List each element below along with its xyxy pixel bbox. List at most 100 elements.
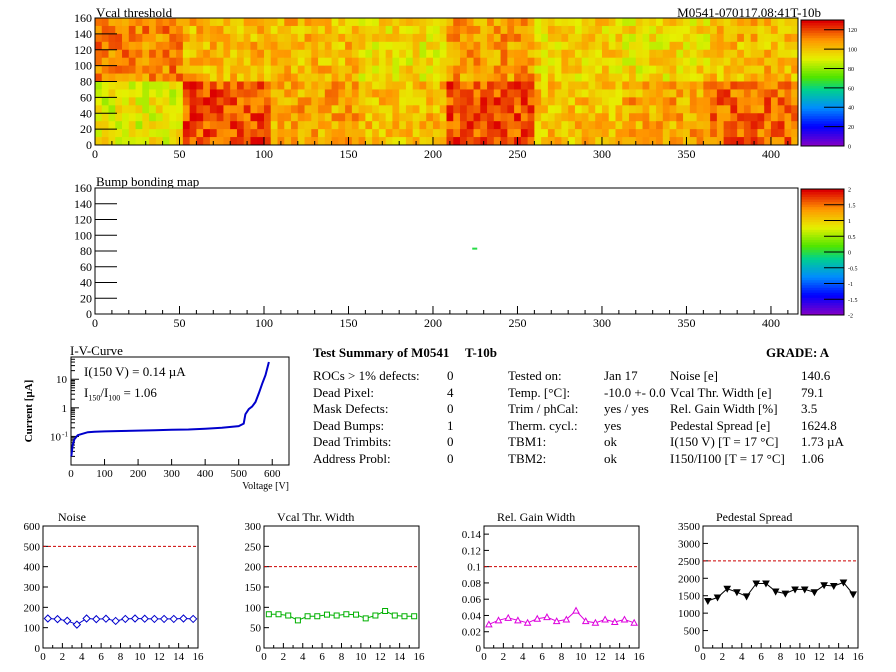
vcal-width-x-tick-label: 8 <box>339 651 345 663</box>
heatmap-cell <box>311 25 319 35</box>
heatmap-cell <box>257 89 265 98</box>
vcal-width-y-tick-label: 300 <box>245 521 262 533</box>
heatmap-cell <box>696 121 704 130</box>
heatmap-cell <box>122 33 130 43</box>
heatmap-cell <box>338 129 346 138</box>
heatmap-cell <box>514 57 522 67</box>
heatmap-cell <box>453 113 461 122</box>
heatmap-cell <box>426 41 434 51</box>
heatmap-cell <box>263 49 272 59</box>
y-tick-label: 80 <box>80 75 92 89</box>
heatmap-cell <box>257 105 265 114</box>
heatmap-cell <box>142 113 150 122</box>
y-tick-label: 120 <box>74 213 92 227</box>
heatmap-cell <box>466 121 474 130</box>
heatmap-cell <box>365 49 373 59</box>
heatmap-cell <box>703 18 711 27</box>
heatmap-cell <box>588 41 596 51</box>
gain-width-y-tick-label: 0.04 <box>462 610 482 622</box>
heatmap-cell <box>784 49 792 59</box>
heatmap-cell <box>608 113 616 122</box>
heatmap-cell <box>95 137 103 146</box>
heatmap-cell <box>331 33 339 43</box>
heatmap-cell <box>149 121 157 130</box>
heatmap-cell <box>284 121 292 130</box>
threshold-colorbar-swatch <box>801 22 844 26</box>
heatmap-cell <box>189 89 197 98</box>
heatmap-cell <box>128 73 136 82</box>
heatmap-cell <box>561 137 569 146</box>
heatmap-cell <box>311 33 319 43</box>
heatmap-cell <box>101 73 109 82</box>
heatmap-cell <box>372 65 380 74</box>
heatmap-cell <box>791 81 799 90</box>
heatmap-cell <box>392 113 400 122</box>
gain-width-point <box>562 615 571 623</box>
summary-row: TBM1: ok <box>508 434 617 450</box>
heatmap-cell <box>351 33 360 43</box>
heatmap-cell <box>568 49 576 59</box>
heatmap-cell <box>182 97 191 106</box>
heatmap-cell <box>541 57 549 67</box>
vcal-width-y-tick-label: 250 <box>245 541 262 553</box>
vcal-width-y-tick-label: 150 <box>245 582 262 594</box>
heatmap-cell <box>378 105 387 114</box>
heatmap-cell <box>561 113 569 122</box>
heatmap-cell <box>507 81 515 90</box>
heatmap-cell <box>277 33 285 43</box>
heatmap-cell <box>493 89 501 98</box>
heatmap-cell <box>372 113 380 122</box>
heatmap-cell <box>203 73 211 82</box>
heatmap-cell <box>115 89 123 98</box>
heatmap-cell <box>399 33 407 43</box>
heatmap-cell <box>115 65 123 74</box>
heatmap-cell <box>432 49 441 59</box>
heatmap-cell <box>547 65 556 74</box>
heatmap-cell <box>696 41 704 51</box>
heatmap-cell <box>561 121 569 130</box>
heatmap-cell <box>203 105 211 114</box>
heatmap-cell <box>324 97 332 106</box>
heatmap-cell <box>547 105 556 114</box>
heatmap-cell <box>487 41 495 51</box>
heatmap-cell <box>284 81 292 90</box>
heatmap-cell <box>453 73 461 82</box>
heatmap-cell <box>351 97 360 106</box>
noise-y-tick-label: 300 <box>24 582 41 594</box>
heatmap-cell <box>122 105 130 114</box>
bump-colorbar-swatch <box>801 201 844 205</box>
heatmap-cell <box>635 57 643 67</box>
heatmap-cell <box>466 97 474 106</box>
summary-row: Vcal Thr. Width [e] 79.1 <box>670 384 824 400</box>
heatmap-cell <box>703 73 711 82</box>
bump-colorbar-swatch <box>801 204 844 208</box>
heatmap-cell <box>419 129 427 138</box>
summary-row: Rel. Gain Width [%] 3.5 <box>670 401 818 417</box>
heatmap-cell <box>716 33 725 43</box>
heatmap-cell <box>743 25 752 35</box>
heatmap-cell <box>595 81 603 90</box>
heatmap-cell <box>277 49 285 59</box>
x-tick-label: 250 <box>508 147 526 161</box>
heatmap-cell <box>656 89 664 98</box>
threshold-colorbar-swatch <box>801 55 844 59</box>
heatmap-cell <box>743 137 752 146</box>
heatmap-cell <box>351 129 360 138</box>
pedestal-spread-y-tick-label: 500 <box>684 626 701 638</box>
noise-point <box>140 614 149 623</box>
threshold-colorbar-swatch <box>801 95 844 99</box>
heatmap-cell <box>405 33 414 43</box>
pedestal-spread-y-tick-label: 1000 <box>678 608 701 620</box>
gain-width-y-tick-label: 0.02 <box>462 627 481 639</box>
threshold-colorbar-swatch <box>801 108 844 112</box>
bump-colorbar-swatch <box>801 229 844 233</box>
noise-x-tick-label: 8 <box>118 651 124 663</box>
heatmap-cell <box>392 49 400 59</box>
heatmap-cell <box>128 97 136 106</box>
heatmap-cell <box>568 57 576 67</box>
heatmap-cell <box>784 33 792 43</box>
heatmap-cell <box>649 105 657 114</box>
heatmap-cell <box>142 105 150 114</box>
heatmap-cell <box>487 18 495 27</box>
